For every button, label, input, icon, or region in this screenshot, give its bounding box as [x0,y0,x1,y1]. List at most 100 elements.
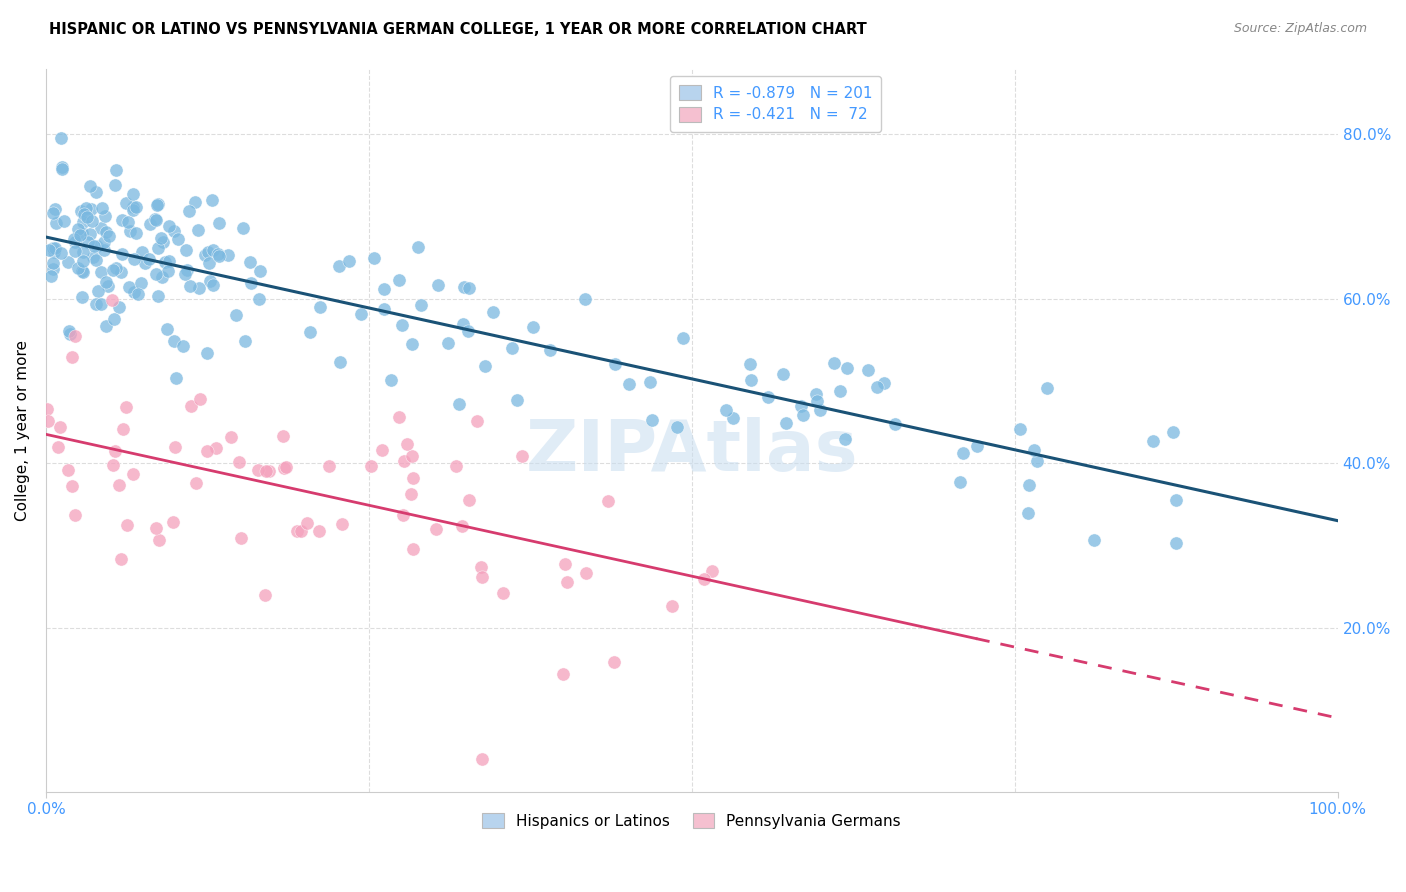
Point [471,752,494,766]
Point [287,524,309,538]
Point [202,243,225,257]
Point [176,263,198,277]
Point [153,254,176,268]
Point [574,293,596,307]
Point [44,202,66,217]
Point [337,254,360,268]
Point [110,264,132,278]
Point [373,282,395,296]
Point [184,476,207,491]
Point [122,203,145,218]
Point [457,280,479,294]
Point [661,599,683,613]
Point [105,162,128,177]
Point [49,420,72,434]
Point [167,232,190,246]
Point [111,213,134,227]
Point [84,185,107,199]
Point [598,494,620,508]
Point [271,429,294,443]
Point [239,254,262,268]
Point [162,515,184,529]
Point [208,216,231,230]
Point [522,319,544,334]
Point [58,324,80,338]
Point [835,361,858,376]
Point [401,336,423,351]
Point [470,559,492,574]
Point [69,227,91,242]
Text: Source: ZipAtlas.com: Source: ZipAtlas.com [1233,22,1367,36]
Legend: Hispanics or Latinos, Pennsylvania Germans: Hispanics or Latinos, Pennsylvania Germa… [477,807,907,835]
Point [399,487,422,501]
Point [134,255,156,269]
Point [1008,422,1031,436]
Point [183,194,205,209]
Point [225,308,247,322]
Point [328,259,350,273]
Point [555,575,578,590]
Point [402,542,425,557]
Point [129,276,152,290]
Point [388,273,411,287]
Point [451,317,474,331]
Point [70,226,93,240]
Point [1018,477,1040,491]
Point [149,231,172,245]
Point [188,281,211,295]
Point [60,479,83,493]
Point [125,226,148,240]
Point [121,467,143,481]
Point [51,160,73,174]
Point [458,493,481,508]
Point [274,459,297,474]
Point [465,415,488,429]
Point [101,263,124,277]
Point [38,244,60,258]
Point [966,439,988,453]
Point [76,210,98,224]
Point [152,270,174,285]
Point [392,508,415,522]
Point [256,463,278,477]
Point [672,331,695,345]
Point [318,458,340,473]
Point [949,475,972,489]
Point [96,225,118,239]
Point [772,367,794,381]
Point [93,235,115,249]
Point [90,221,112,235]
Point [253,588,276,602]
Point [856,363,879,377]
Point [392,454,415,468]
Point [195,444,218,458]
Point [146,289,169,303]
Point [605,357,627,371]
Point [329,355,352,369]
Point [105,261,128,276]
Point [72,215,94,229]
Point [447,397,470,411]
Point [391,318,413,332]
Point [145,521,167,535]
Y-axis label: College, 1 year or more: College, 1 year or more [15,340,30,521]
Point [231,532,253,546]
Point [157,219,180,234]
Point [866,379,889,393]
Point [87,284,110,298]
Point [163,334,186,348]
Point [122,187,145,202]
Point [79,202,101,216]
Point [146,241,169,255]
Point [952,445,974,459]
Point [45,216,67,230]
Point [103,312,125,326]
Point [79,227,101,241]
Point [127,287,149,301]
Text: HISPANIC OR LATINO VS PENNSYLVANIA GERMAN COLLEGE, 1 YEAR OR MORE CORRELATION CH: HISPANIC OR LATINO VS PENNSYLVANIA GERMA… [49,22,868,37]
Point [72,207,94,221]
Point [371,442,394,457]
Point [177,203,200,218]
Point [1036,380,1059,394]
Point [174,267,197,281]
